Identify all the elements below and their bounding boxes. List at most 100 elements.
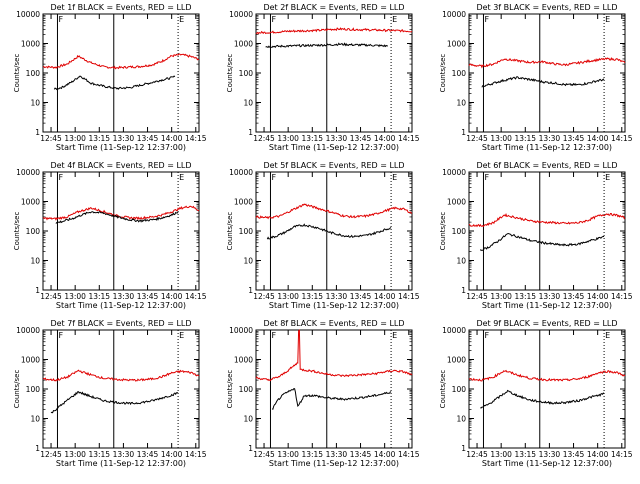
y-tick-label: 10000 (442, 168, 466, 177)
x-tick-label: 12:45 (253, 292, 275, 301)
marker-label: E (179, 15, 184, 24)
x-tick-label: 14:15 (611, 450, 633, 459)
y-tick-label: 100 (26, 69, 41, 78)
y-tick-label: 100 (452, 227, 467, 236)
y-tick-label: 1000 (447, 198, 466, 207)
x-tick-label: 13:45 (350, 134, 372, 143)
marker-label: F (58, 331, 63, 340)
plot-frame (468, 13, 626, 133)
y-tick-label: 100 (26, 385, 41, 394)
series-line-lld (42, 53, 199, 70)
marker-label: F (484, 15, 489, 24)
x-tick-label: 14:15 (398, 292, 420, 301)
x-tick-label: 13:15 (88, 134, 110, 143)
y-tick-label: 1 (35, 128, 40, 137)
x-tick-label: 12:45 (466, 450, 488, 459)
marker-label: E (392, 173, 397, 182)
x-tick-label: 13:30 (113, 292, 135, 301)
x-tick-label: 13:30 (113, 450, 135, 459)
panel-8: Det 8f BLACK = Events, RED = LLD 1 10 100 10… (226, 319, 420, 468)
x-axis-label: Start Time (11-Sep-12 12:37:00) (482, 459, 612, 468)
y-tick-label: 1000 (447, 356, 466, 365)
x-tick-label: 13:15 (88, 292, 110, 301)
panel-title: Det 6f BLACK = Events, RED = LLD (476, 161, 617, 170)
panel-title: Det 8f BLACK = Events, RED = LLD (263, 319, 404, 328)
x-tick-label: 14:15 (611, 134, 633, 143)
series-line-events (266, 223, 392, 240)
x-tick-label: 13:15 (514, 450, 536, 459)
series-line-lld (468, 57, 626, 69)
y-tick-label: 1000 (447, 40, 466, 49)
series-line-lld (255, 203, 413, 220)
x-tick-label: 14:00 (161, 450, 183, 459)
x-tick-label: 14:15 (185, 450, 207, 459)
plot-frame (42, 13, 200, 133)
y-tick-label: 1000 (21, 40, 40, 49)
x-tick-label: 13:30 (326, 134, 348, 143)
marker-label: E (392, 331, 397, 340)
y-tick-label: 10 (30, 99, 40, 108)
panel-title: Det 2f BLACK = Events, RED = LLD (263, 3, 404, 12)
y-tick-label: 100 (452, 385, 467, 394)
x-tick-label: 13:15 (514, 134, 536, 143)
y-tick-label: 10000 (442, 10, 466, 19)
series-line-events (265, 42, 388, 49)
panel-2: Det 2f BLACK = Events, RED = LLD 1 10 100 10… (226, 3, 420, 152)
y-tick-label: 10000 (442, 326, 466, 335)
series-line-lld (468, 212, 626, 228)
marker-label: E (179, 331, 184, 340)
x-tick-label: 13:45 (563, 292, 585, 301)
x-tick-label: 12:45 (253, 134, 275, 143)
plot-frame (42, 329, 200, 449)
x-tick-label: 13:00 (490, 134, 512, 143)
x-tick-label: 12:45 (40, 292, 62, 301)
y-tick-label: 10 (456, 415, 466, 424)
x-tick-label: 13:00 (490, 292, 512, 301)
x-tick-label: 13:00 (64, 292, 86, 301)
y-tick-label: 1 (461, 128, 466, 137)
y-tick-label: 100 (26, 227, 41, 236)
marker-label: E (179, 173, 184, 182)
series-line-lld (42, 205, 200, 221)
y-axis-label: Counts/sec (13, 212, 21, 251)
x-tick-label: 14:00 (374, 292, 396, 301)
panel-7: Det 7f BLACK = Events, RED = LLD 1 10 100 10… (13, 319, 207, 468)
x-tick-label: 14:15 (611, 292, 633, 301)
plot-frame (468, 329, 626, 449)
x-axis-label: Start Time (11-Sep-12 12:37:00) (56, 143, 186, 152)
marker-label: E (605, 15, 610, 24)
y-tick-label: 10 (243, 415, 253, 424)
x-tick-label: 13:15 (88, 450, 110, 459)
series-line-lld (255, 27, 413, 35)
panel-9: Det 9f BLACK = Events, RED = LLD 1 10 100 10… (439, 319, 633, 468)
panel-6: Det 6f BLACK = Events, RED = LLD 1 10 100 10… (439, 161, 633, 310)
y-tick-label: 10000 (16, 326, 40, 335)
panel-title: Det 4f BLACK = Events, RED = LLD (50, 161, 191, 170)
y-axis-label: Counts/sec (13, 54, 21, 93)
y-tick-label: 100 (239, 385, 254, 394)
x-axis-label: Start Time (11-Sep-12 12:37:00) (269, 143, 399, 152)
y-tick-label: 1 (461, 444, 466, 453)
marker-label: F (58, 173, 63, 182)
y-tick-label: 1 (248, 286, 253, 295)
panel-5: Det 5f BLACK = Events, RED = LLD 1 10 100 10… (226, 161, 420, 310)
series-line-events (50, 391, 179, 414)
y-axis-label: Counts/sec (439, 212, 447, 251)
x-tick-label: 13:00 (277, 292, 299, 301)
x-tick-label: 14:15 (398, 134, 420, 143)
y-tick-label: 10000 (229, 10, 253, 19)
y-tick-label: 100 (239, 69, 254, 78)
marker-label: E (392, 15, 397, 24)
x-tick-label: 13:45 (563, 134, 585, 143)
panel-title: Det 9f BLACK = Events, RED = LLD (476, 319, 617, 328)
y-tick-label: 1 (248, 128, 253, 137)
y-tick-label: 100 (239, 227, 254, 236)
x-tick-label: 14:00 (374, 134, 396, 143)
series-line-events (481, 76, 605, 88)
x-axis-label: Start Time (11-Sep-12 12:37:00) (269, 301, 399, 310)
y-tick-label: 100 (452, 69, 467, 78)
y-tick-label: 1000 (21, 198, 40, 207)
y-tick-label: 10000 (229, 326, 253, 335)
y-tick-label: 1000 (234, 198, 253, 207)
